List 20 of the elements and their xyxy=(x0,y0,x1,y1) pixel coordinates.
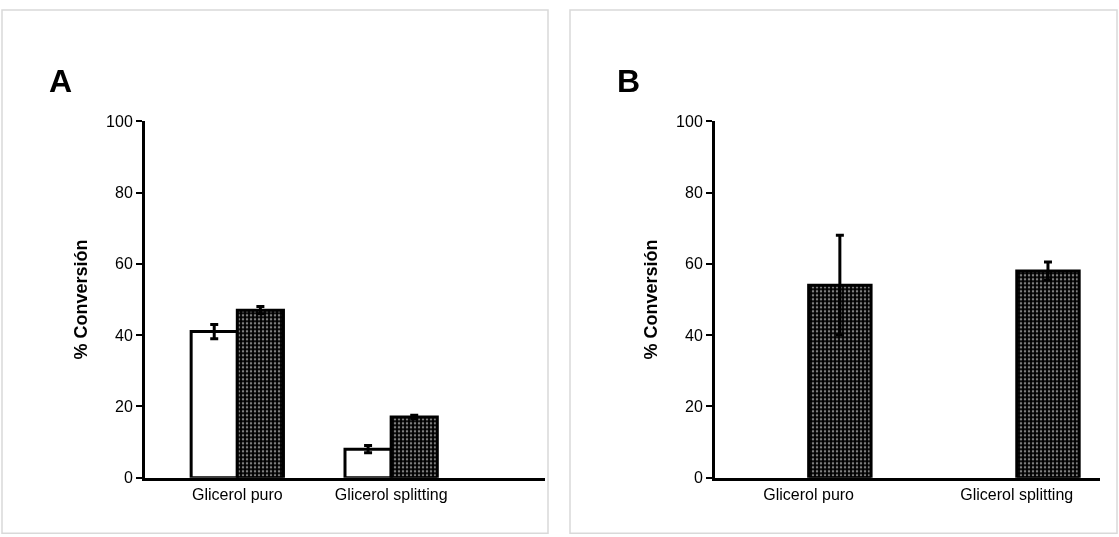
y-axis-title: % Conversión xyxy=(71,239,92,360)
x-tick-label: Glicerol splitting xyxy=(960,485,1074,503)
y-tick-label: 40 xyxy=(685,326,703,344)
y-tick-label: 100 xyxy=(106,112,133,130)
y-tick-label: 60 xyxy=(685,255,703,273)
y-tick-label: 100 xyxy=(676,112,703,130)
x-tick-label: Glicerol puro xyxy=(763,485,855,503)
x-tick-label: Glicerol splitting xyxy=(334,485,448,503)
x-tick-label: Glicerol puro xyxy=(191,485,283,503)
y-tick-label: 80 xyxy=(685,184,703,202)
chart-title: B xyxy=(617,63,641,99)
chart-title: A xyxy=(49,63,73,99)
y-tick-label: 20 xyxy=(685,397,703,415)
y-tick-label: 80 xyxy=(115,184,133,202)
y-tick-label: 0 xyxy=(693,469,703,487)
y-tick-label: 20 xyxy=(115,397,133,415)
y-tick-label: 0 xyxy=(123,469,133,487)
y-tick-label: 40 xyxy=(115,326,133,344)
y-axis-title: % Conversión xyxy=(641,239,662,360)
y-tick-label: 60 xyxy=(115,255,133,273)
